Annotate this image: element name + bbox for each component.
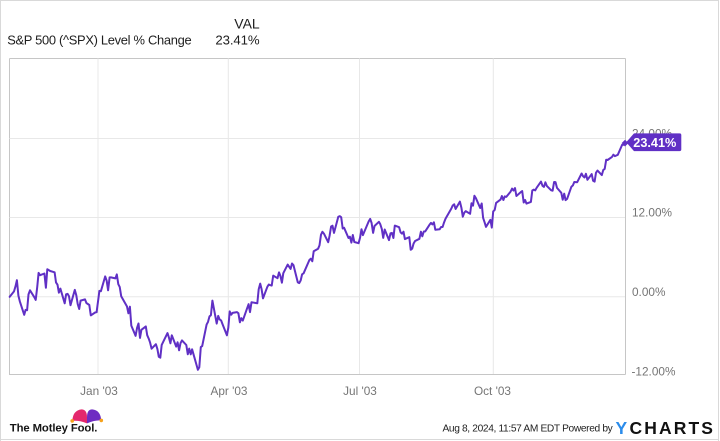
svg-text:Y: Y [616,418,628,438]
svg-text:23.41%: 23.41% [633,136,676,150]
svg-text:CHARTS: CHARTS [630,418,716,438]
svg-text:Aug 8, 2024, 11:57 AM EDT Powe: Aug 8, 2024, 11:57 AM EDT Powered by [442,423,613,434]
svg-text:0.00%: 0.00% [632,285,666,299]
svg-text:-12.00%: -12.00% [632,364,676,378]
svg-text:23.41%: 23.41% [215,33,260,48]
svg-text:S&P 500 (^SPX) Level % Change: S&P 500 (^SPX) Level % Change [7,32,191,47]
svg-text:Jan '03: Jan '03 [80,384,118,398]
svg-text:Apr '03: Apr '03 [210,384,247,398]
svg-text:Jul '03: Jul '03 [343,384,377,398]
svg-text:The Motley Fool.: The Motley Fool. [10,422,98,434]
svg-text:VAL: VAL [234,15,260,31]
svg-text:Oct '03: Oct '03 [474,384,511,398]
svg-text:12.00%: 12.00% [632,205,673,219]
